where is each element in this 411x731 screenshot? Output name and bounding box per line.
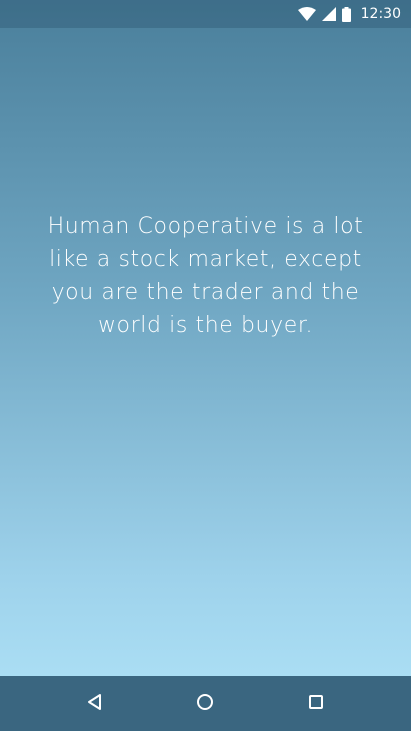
status-time: 12:30 (360, 6, 401, 22)
back-button[interactable] (71, 680, 119, 728)
intro-text: Human Cooperative is a lot like a stock … (47, 214, 364, 338)
home-button[interactable] (181, 680, 229, 728)
battery-icon (341, 6, 351, 22)
status-bar: 12:30 (0, 0, 411, 28)
recents-icon (306, 692, 326, 716)
recents-button[interactable] (292, 680, 340, 728)
cell-signal-icon (321, 7, 336, 21)
wifi-icon (297, 7, 316, 21)
home-icon (195, 692, 215, 716)
navigation-bar (0, 676, 411, 731)
back-icon (85, 692, 105, 716)
